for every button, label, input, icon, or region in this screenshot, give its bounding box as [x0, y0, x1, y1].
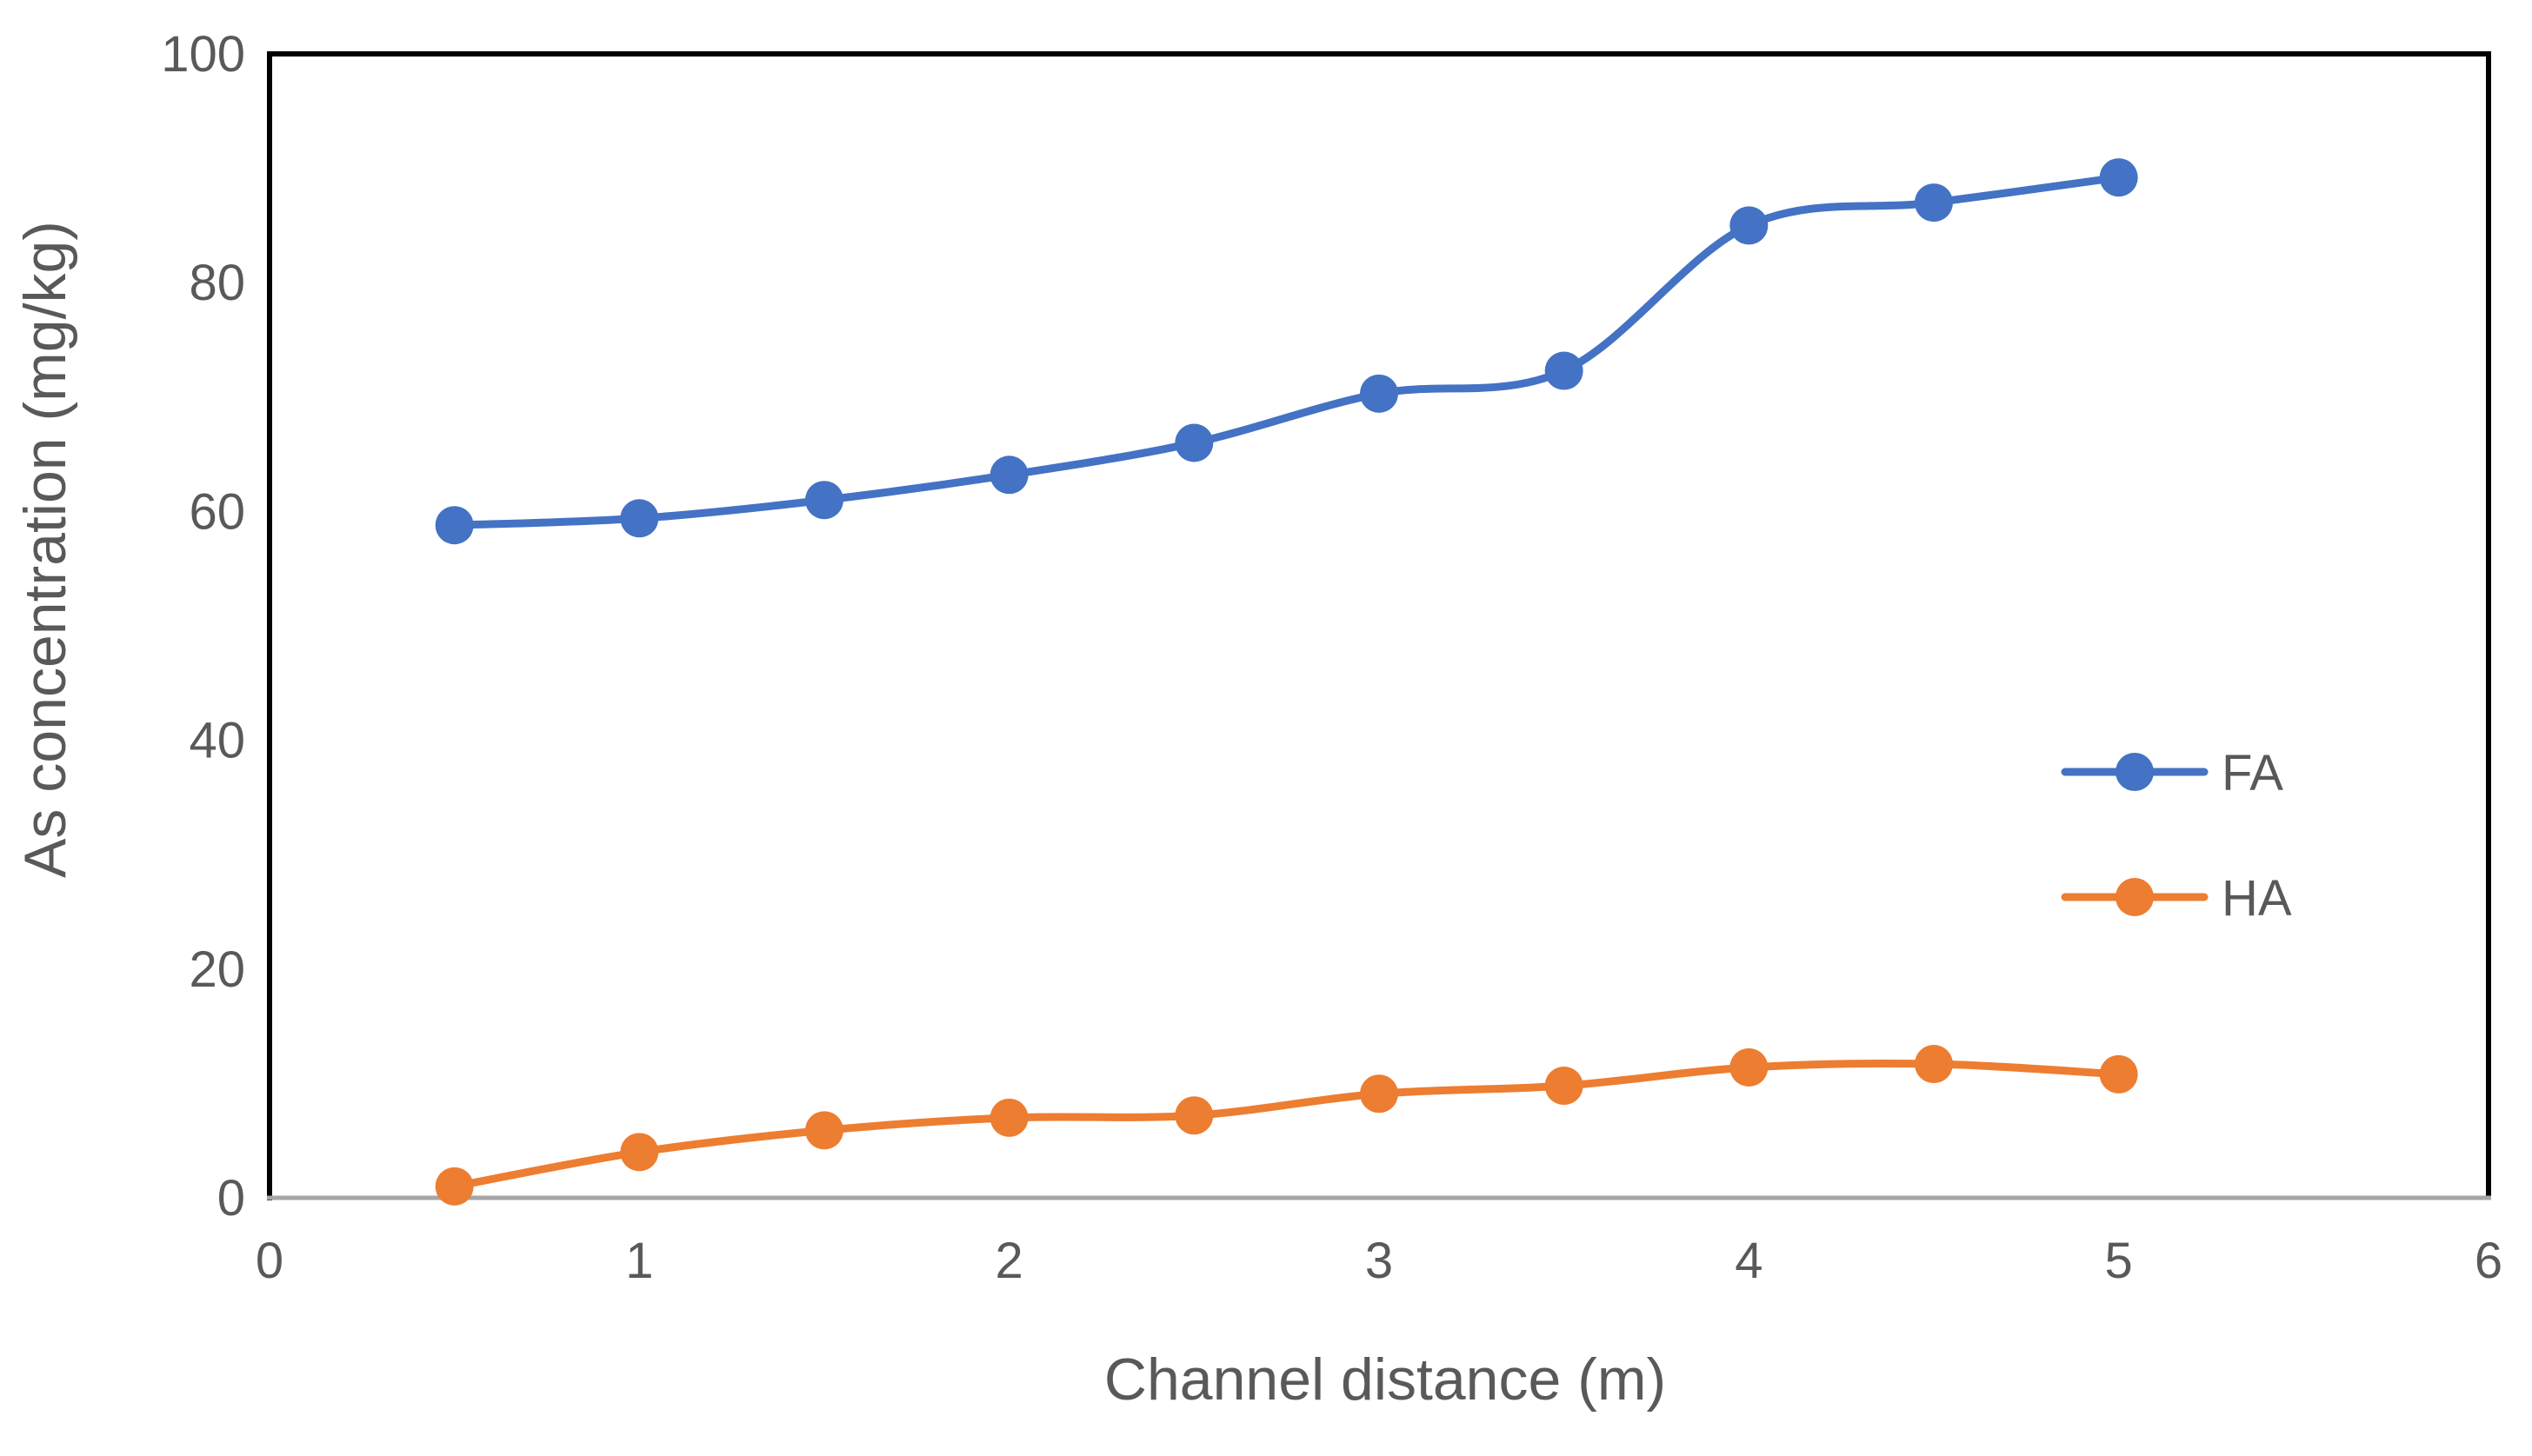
- data-point-ha: [1175, 1096, 1214, 1135]
- series-layer: [435, 158, 2138, 1206]
- data-point-ha: [1360, 1074, 1398, 1114]
- x-tick-label: 4: [1735, 1233, 1762, 1289]
- series-line-ha: [450, 1060, 2123, 1191]
- legend-marker-fa: [2116, 753, 2154, 791]
- legend-label-ha: HA: [2222, 870, 2292, 927]
- y-tick-label: 40: [189, 713, 245, 769]
- data-point-ha: [620, 1133, 659, 1172]
- y-tick-label: 0: [217, 1170, 245, 1227]
- data-point-fa: [435, 506, 474, 545]
- x-tick-label: 5: [2105, 1233, 2133, 1289]
- data-point-fa: [1915, 183, 1953, 223]
- legend-item-fa: FA: [2061, 745, 2283, 801]
- data-point-ha: [1915, 1045, 1953, 1084]
- y-tick-label: 20: [189, 941, 245, 998]
- legend-item-ha: HA: [2061, 870, 2292, 927]
- x-tick-label: 0: [256, 1233, 283, 1289]
- x-axis-tick-labels: 0 1 2 3 4 5 6: [256, 1233, 2502, 1289]
- y-axis-title: As concentration (mg/kg): [12, 221, 78, 878]
- y-axis-tick-labels: 0 20 40 60 80 100: [161, 26, 245, 1227]
- y-tick-label: 80: [189, 255, 245, 311]
- x-tick-label: 6: [2475, 1233, 2502, 1289]
- x-tick-label: 2: [996, 1233, 1023, 1289]
- data-point-ha: [1544, 1067, 1583, 1106]
- data-point-ha: [805, 1111, 843, 1150]
- data-point-fa: [620, 499, 659, 538]
- series-fa: [435, 158, 2138, 545]
- legend: FA HA: [2061, 745, 2292, 927]
- y-tick-label: 60: [189, 483, 245, 540]
- data-point-fa: [1360, 374, 1398, 413]
- series-line-fa: [450, 173, 2123, 529]
- data-point-fa: [989, 455, 1029, 495]
- data-point-fa: [2099, 158, 2138, 197]
- x-axis-title: Channel distance (m): [1104, 1346, 1666, 1413]
- x-tick-label: 1: [625, 1233, 653, 1289]
- data-point-fa: [1544, 351, 1583, 390]
- legend-marker-ha: [2116, 878, 2154, 916]
- data-point-fa: [1729, 206, 1769, 245]
- data-point-fa: [805, 481, 843, 520]
- series-ha: [435, 1045, 2138, 1206]
- y-tick-label: 100: [161, 26, 245, 83]
- data-point-ha: [435, 1167, 474, 1206]
- data-point-ha: [1729, 1047, 1769, 1087]
- legend-label-fa: FA: [2222, 745, 2283, 801]
- data-point-ha: [989, 1098, 1029, 1137]
- data-point-ha: [2099, 1054, 2138, 1094]
- plot-area: [267, 51, 2491, 1200]
- x-tick-label: 3: [1365, 1233, 1393, 1289]
- data-point-fa: [1175, 423, 1214, 462]
